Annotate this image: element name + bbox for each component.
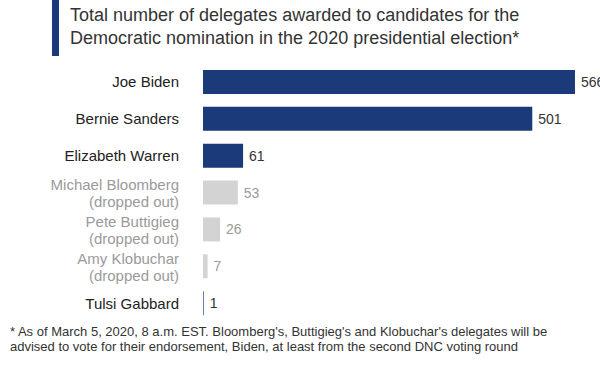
svg-text:501: 501 [538,111,562,127]
svg-text:Elizabeth Warren: Elizabeth Warren [65,147,180,164]
svg-text:Bernie Sanders: Bernie Sanders [76,110,179,127]
svg-text:Joe Biden: Joe Biden [112,73,179,90]
svg-text:26: 26 [226,221,242,237]
html-text:Total number of delegates awar: Total number of delegates awarded to can… [70,5,520,48]
svg-text:Pete Buttigieg(dropped out): Pete Buttigieg(dropped out) [86,213,179,247]
svg-text:Michael Bloomberg(dropped out): Michael Bloomberg(dropped out) [51,176,179,210]
html-text:* As of March 5, 2020, 8 a.m.: * As of March 5, 2020, 8 a.m. EST. Bloom… [10,324,548,354]
svg-text:1: 1 [210,295,218,311]
svg-text:566: 566 [581,74,600,90]
svg-text:Tulsi Gabbard: Tulsi Gabbard [85,295,179,312]
svg-text:Amy Klobuchar(dropped out): Amy Klobuchar(dropped out) [77,250,179,284]
svg-text:61: 61 [249,148,265,164]
svg-text:53: 53 [244,185,260,201]
svg-text:7: 7 [214,258,222,274]
